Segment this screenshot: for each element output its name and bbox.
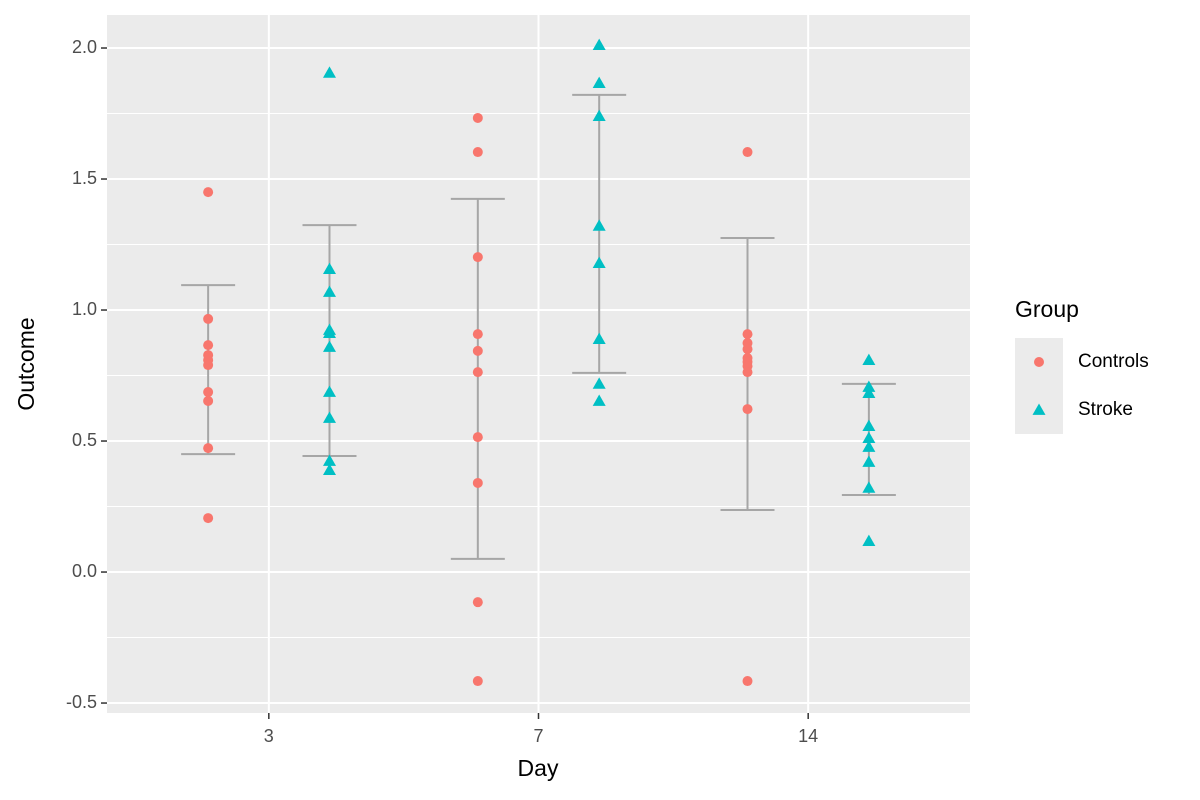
y-tick-label: 2.0 [72, 37, 97, 57]
point [862, 380, 876, 392]
point [592, 76, 606, 88]
point [203, 360, 214, 371]
point [472, 112, 483, 123]
grid [107, 15, 970, 713]
point [472, 329, 483, 340]
point [472, 252, 483, 263]
point [472, 147, 483, 158]
point [322, 340, 336, 352]
legend-marker [1034, 357, 1044, 367]
point [862, 353, 876, 365]
legend-title: Group [1015, 296, 1079, 322]
point [203, 187, 214, 198]
y-tick-label: 0.0 [72, 561, 97, 581]
y-axis-title: Outcome [13, 317, 39, 410]
point [322, 463, 336, 475]
point [592, 332, 606, 344]
point [203, 513, 214, 524]
point [322, 326, 336, 338]
point [592, 256, 606, 269]
point [322, 262, 336, 275]
point [592, 394, 606, 406]
point [862, 534, 876, 546]
y-tick-label: -0.5 [66, 692, 97, 712]
point [742, 344, 753, 355]
legend-marker [1032, 403, 1046, 415]
point [592, 377, 606, 389]
point [322, 411, 336, 423]
y-tick-label: 1.5 [72, 168, 97, 188]
y-tick-label: 1.0 [72, 299, 97, 319]
x-axis-title: Day [518, 755, 559, 781]
point [203, 313, 214, 324]
point [862, 431, 876, 444]
point [862, 440, 876, 452]
point [472, 367, 483, 378]
point [322, 385, 336, 397]
legend-label: Stroke [1078, 399, 1133, 420]
point [592, 38, 606, 51]
point [862, 455, 876, 467]
point [862, 481, 876, 493]
point [203, 387, 214, 398]
point [592, 219, 606, 231]
point [862, 419, 876, 431]
point [742, 367, 753, 378]
point [203, 340, 214, 351]
marks [181, 38, 896, 687]
point [742, 676, 753, 687]
point [322, 454, 336, 466]
point [472, 477, 483, 488]
point [742, 329, 753, 340]
point [472, 676, 483, 687]
x-tick-label: 3 [264, 726, 274, 746]
x-tick-label: 14 [798, 726, 818, 746]
x-tick-label: 7 [533, 726, 543, 746]
point [472, 432, 483, 443]
y-tick-label: 0.5 [72, 430, 97, 450]
point [742, 147, 753, 158]
point [472, 597, 483, 608]
point [862, 386, 876, 398]
point [472, 345, 483, 356]
point [592, 109, 606, 122]
point [322, 285, 336, 297]
legend-label: Controls [1078, 351, 1149, 372]
point [203, 395, 214, 406]
point [203, 443, 214, 454]
point [742, 404, 753, 415]
point [322, 66, 336, 78]
